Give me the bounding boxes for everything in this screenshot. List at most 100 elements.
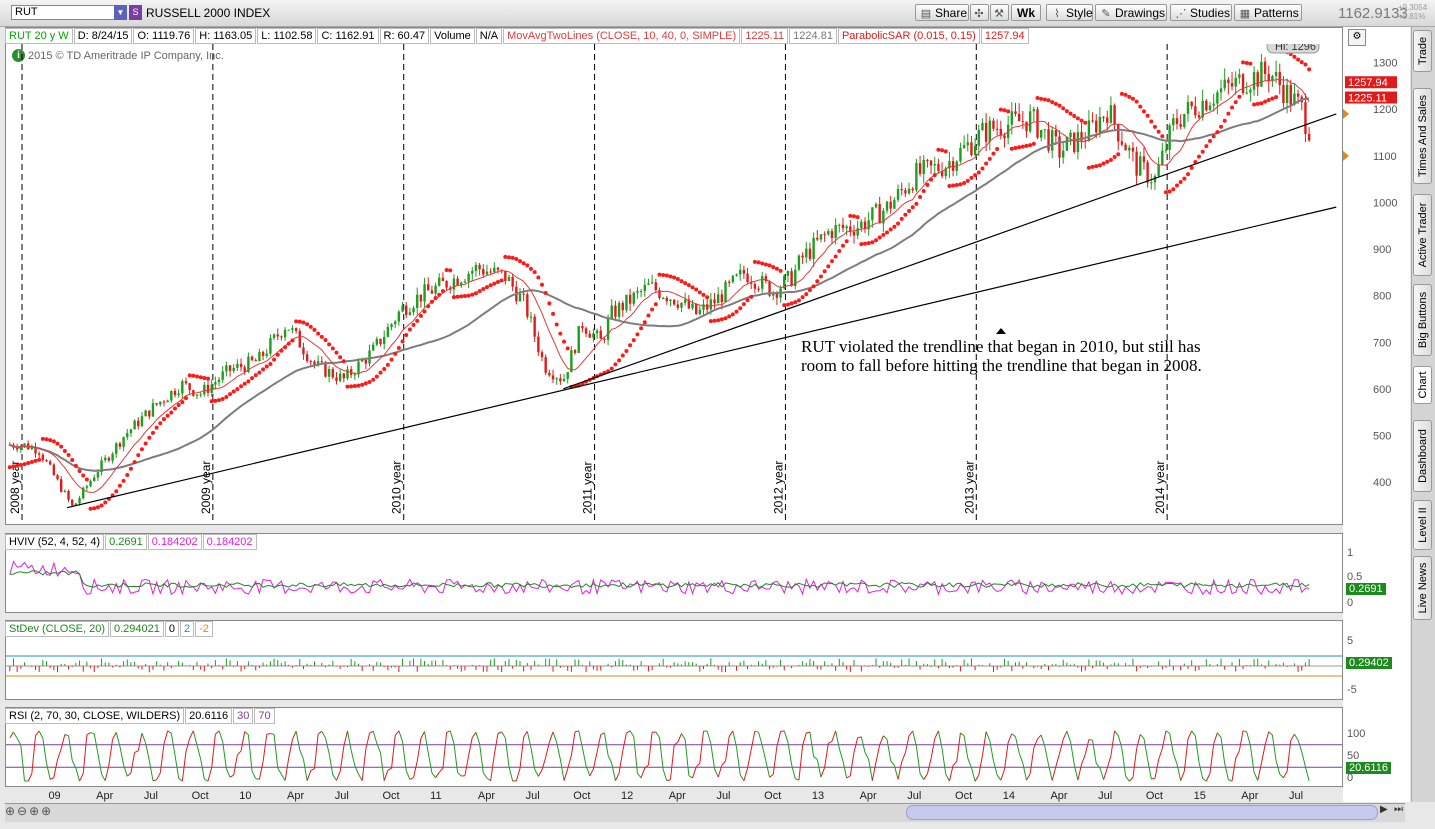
sar-dot	[888, 227, 893, 232]
candle-body	[1263, 61, 1267, 75]
sar-dot	[646, 313, 651, 318]
sar-dot	[286, 341, 291, 346]
sar-dot	[448, 268, 453, 273]
candle-body	[918, 163, 922, 174]
settings-button[interactable]: ⚒	[990, 4, 1009, 21]
rsi-segment	[196, 745, 202, 760]
candle-body	[291, 328, 294, 330]
sar-dot	[327, 342, 332, 347]
sar-dot	[1156, 129, 1161, 134]
rsi-segment	[1161, 730, 1167, 749]
sar-dot	[283, 345, 288, 350]
price-chart[interactable]: 2008 year 2009 year 2010 year 2011 year 2012…	[6, 44, 1342, 524]
sar-dot	[22, 462, 27, 467]
sar-dot	[444, 267, 449, 272]
candle-body	[45, 460, 48, 462]
sar-dot	[635, 332, 640, 337]
candle-body	[397, 311, 401, 322]
stdev-panel[interactable]	[5, 620, 1343, 700]
candle-body	[137, 420, 140, 427]
symbol-input[interactable]: RUT	[11, 5, 115, 20]
rsi-segment	[313, 734, 319, 769]
rsi-segment	[137, 733, 143, 751]
rsi-segment	[783, 730, 789, 743]
sar-dot	[965, 178, 970, 183]
sar-dot	[1241, 60, 1246, 65]
chart-settings-icon[interactable]: ⚙	[1348, 29, 1366, 46]
sar-dot	[1174, 183, 1179, 188]
symbol-badge[interactable]: S	[129, 5, 142, 20]
tab-dashboard[interactable]: Dashboard	[1413, 420, 1432, 492]
zoom-controls[interactable]: ⊕⊖⊕⊕	[5, 804, 54, 818]
rsi-segment	[750, 730, 756, 750]
scroll-right-icon[interactable]: ▶	[1380, 804, 1388, 815]
rsi-segment	[945, 774, 950, 782]
sar-dot	[84, 477, 89, 482]
rsi-segment	[644, 764, 649, 769]
sar-dot	[558, 331, 563, 336]
rsi-segment	[1026, 773, 1031, 781]
studies-button[interactable]: ⋰ Studies	[1170, 4, 1232, 21]
sar-dot	[822, 269, 827, 274]
share-button[interactable]: ▤ Share	[915, 4, 969, 21]
scroll-end-icon[interactable]: ⏭	[1394, 804, 1403, 815]
candle-body	[434, 285, 437, 294]
stdev-chart[interactable]	[6, 637, 1342, 699]
rsi-segment	[350, 750, 356, 766]
candle-body	[617, 303, 621, 317]
rsi-segment	[622, 732, 627, 751]
patterns-button[interactable]: ▦ Patterns	[1234, 4, 1302, 21]
scrollbar-thumb[interactable]	[906, 805, 1378, 820]
candle-body	[588, 333, 591, 338]
candle-body	[379, 338, 382, 344]
candle-body	[232, 367, 235, 371]
trendline	[563, 113, 1337, 390]
candle-body	[181, 381, 184, 394]
rsi-segment	[673, 741, 679, 746]
candle-body	[298, 330, 301, 348]
tab-times-and-sales[interactable]: Times And Sales	[1413, 88, 1432, 184]
rsi-segment	[1070, 741, 1075, 765]
crosshair-button[interactable]: ✣	[970, 4, 989, 21]
rsi-segment	[614, 772, 620, 781]
drawings-button[interactable]: ✎ Drawings	[1095, 4, 1167, 21]
timeframe-button[interactable]: Wk	[1011, 4, 1041, 21]
candle-body	[981, 123, 984, 131]
rsi-segment	[471, 732, 477, 738]
symbol-dropdown-icon[interactable]: ▼	[114, 5, 127, 20]
rsi-segment	[592, 751, 598, 770]
legend-high: H: 1163.05	[195, 28, 257, 44]
price-tick-label: 1000	[1373, 197, 1397, 209]
sar-dot	[301, 320, 306, 325]
sar-dot	[290, 338, 295, 343]
tab-live-news[interactable]: Live News	[1413, 556, 1432, 620]
rsi-axis-50: 50	[1347, 750, 1360, 762]
candle-body	[504, 270, 507, 282]
rsi-chart[interactable]	[6, 724, 1342, 786]
sar-dot	[345, 384, 350, 389]
rsi-segment	[559, 759, 565, 781]
style-button[interactable]: ⌇ Style	[1046, 4, 1093, 21]
hviv-chart[interactable]	[6, 550, 1342, 612]
sar-dot	[1182, 176, 1187, 181]
tab-active-trader[interactable]: Active Trader	[1413, 194, 1432, 276]
tab-level-ii[interactable]: Level II	[1413, 500, 1432, 550]
sar-dot	[349, 384, 354, 389]
rsi-segment	[1224, 763, 1229, 780]
sar-dot	[503, 254, 508, 259]
rsi-segment	[1103, 768, 1108, 780]
rsi-segment	[336, 771, 341, 781]
candle-body	[269, 338, 272, 354]
tab-chart[interactable]: Chart	[1413, 366, 1432, 404]
sar-dot	[121, 478, 126, 483]
time-axis-label: 10	[239, 790, 251, 802]
candle-body	[353, 374, 357, 376]
rsi-segment	[189, 730, 194, 739]
rsi-segment	[504, 737, 510, 767]
rsi-segment	[159, 744, 165, 773]
tab-trade[interactable]: Trade	[1413, 30, 1432, 72]
tab-big-buttons[interactable]: Big Buttons	[1413, 284, 1432, 356]
candle-body	[331, 369, 335, 378]
sar-dot	[338, 355, 343, 360]
candle-body	[63, 490, 67, 492]
